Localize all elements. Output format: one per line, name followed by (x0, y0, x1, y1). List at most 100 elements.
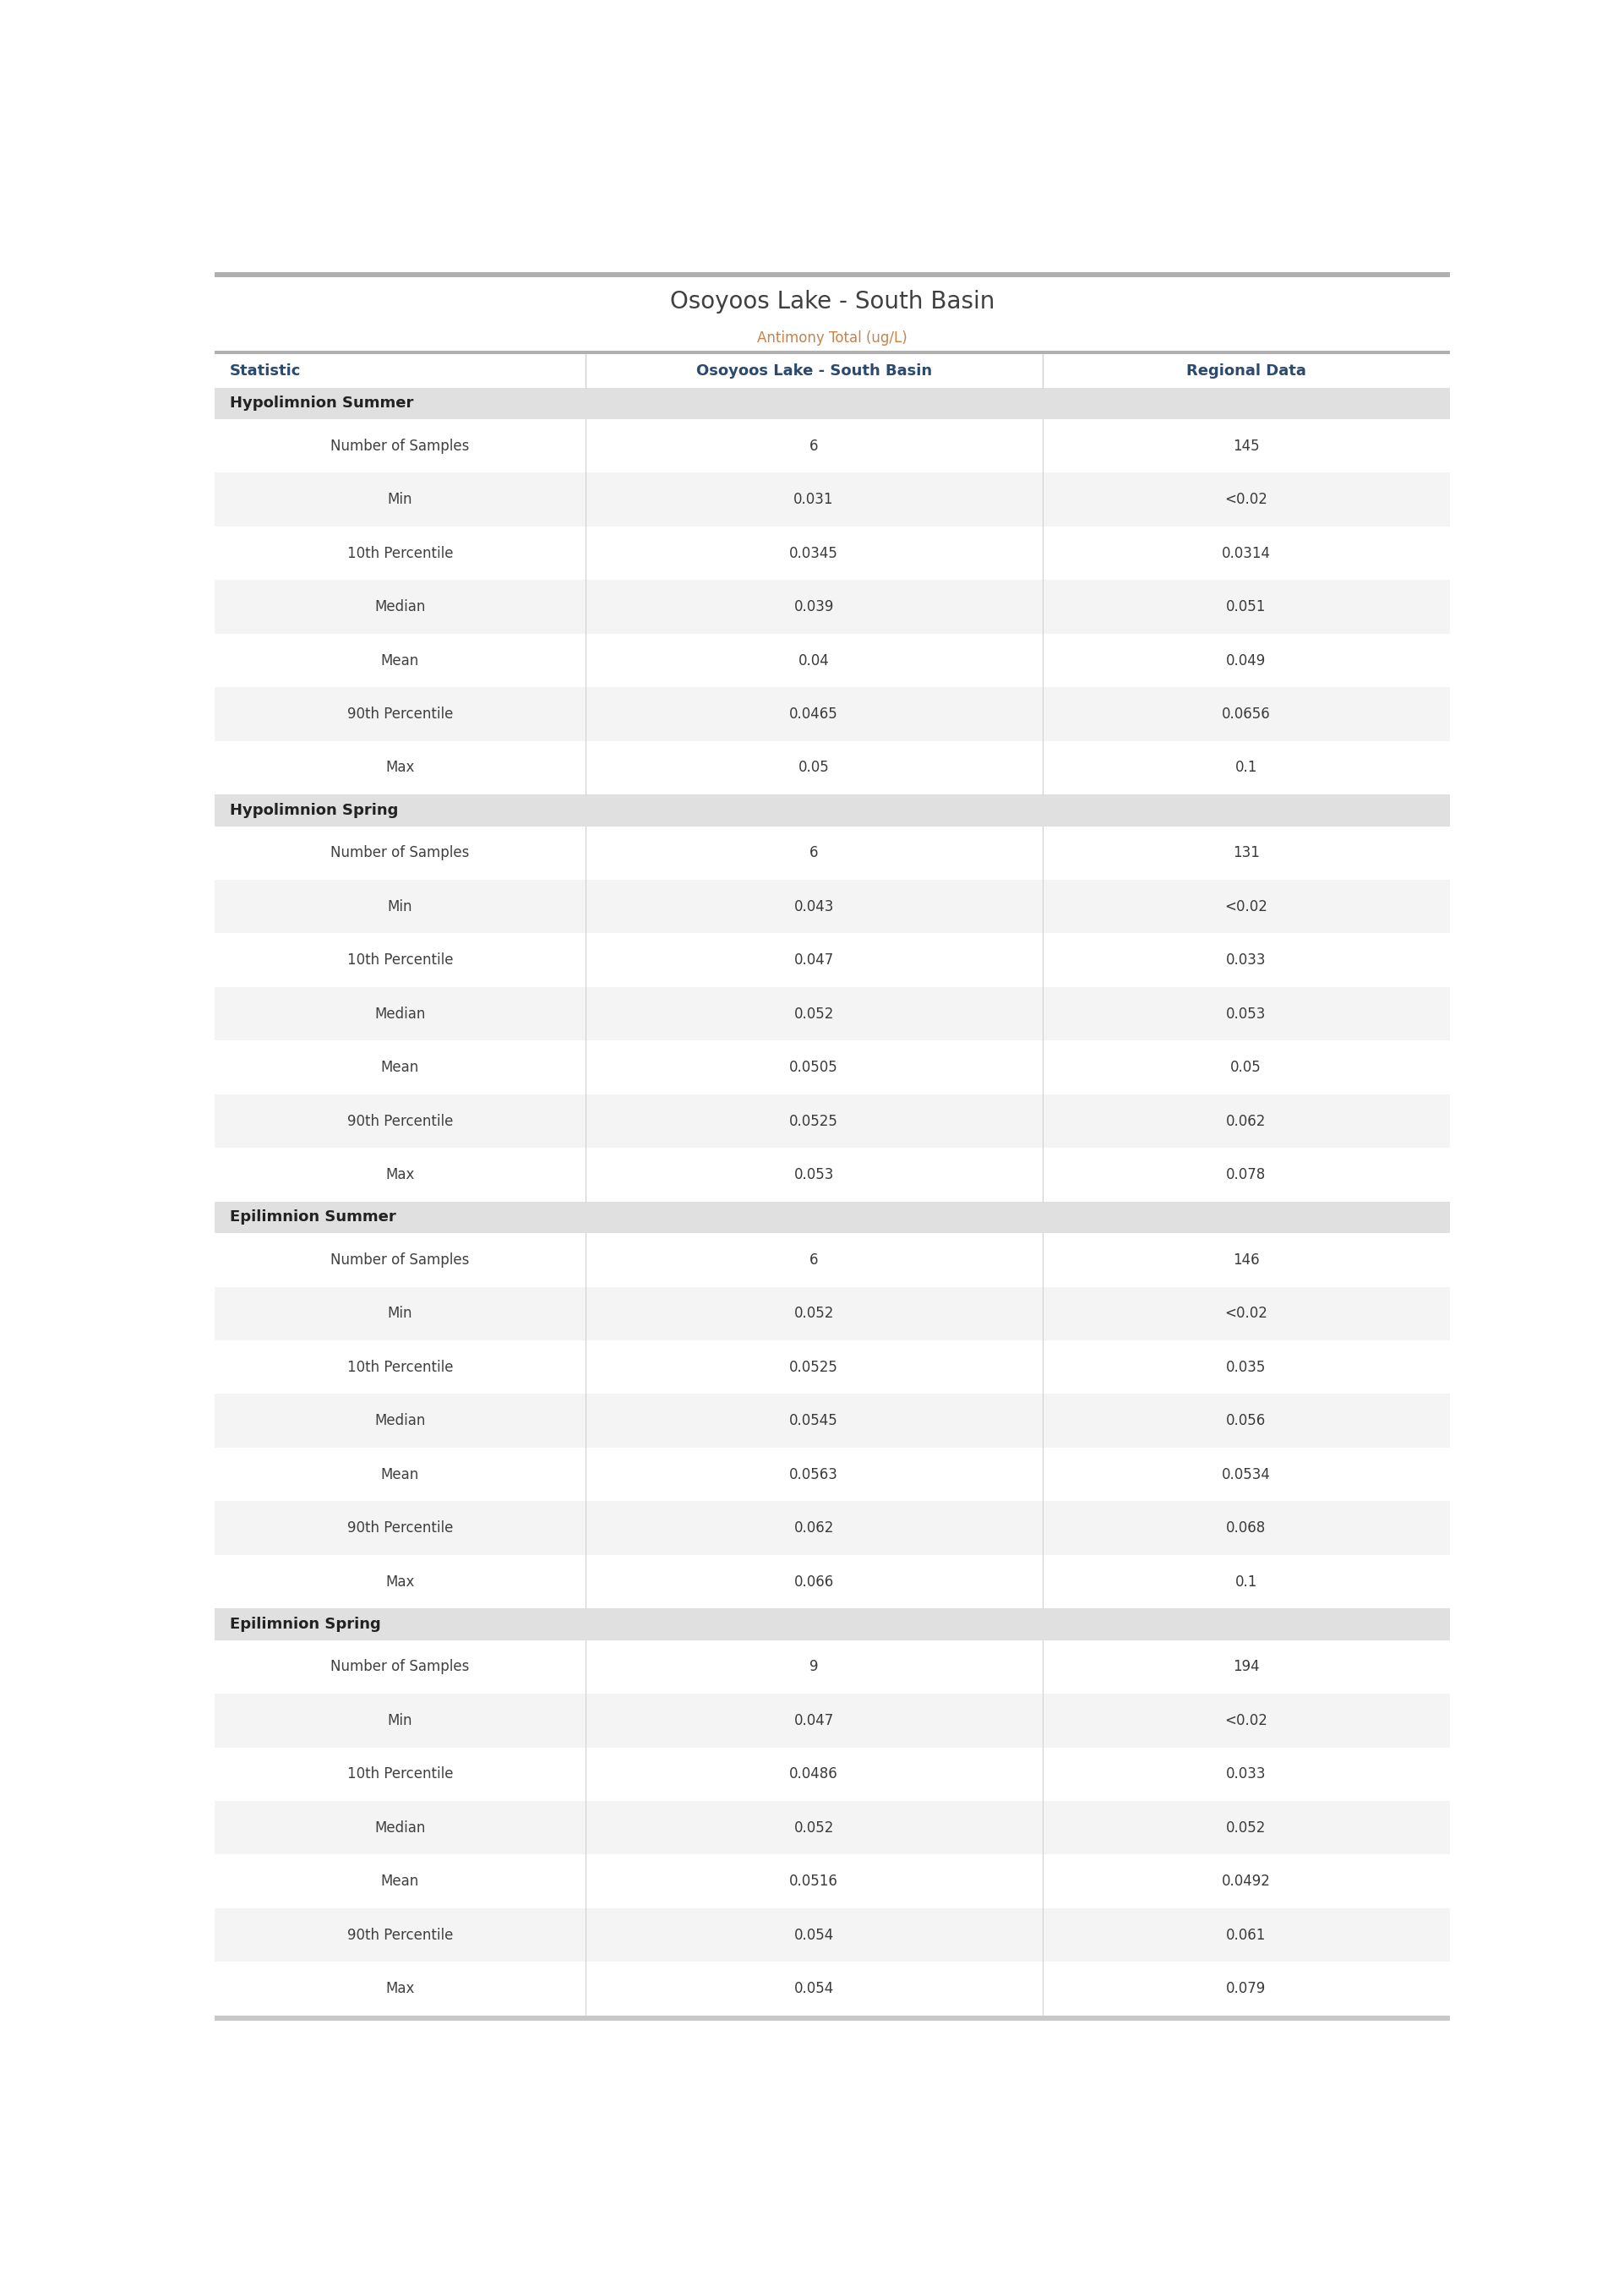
Bar (214, 420, 1450, 472)
Text: Antimony Total (ug/L): Antimony Total (ug/L) (757, 331, 908, 345)
Text: 0.052: 0.052 (794, 1006, 833, 1021)
Bar (214, 1555, 1450, 1609)
Bar (214, 794, 1450, 826)
Text: 0.05: 0.05 (799, 760, 830, 776)
Text: <0.02: <0.02 (1224, 899, 1267, 915)
Text: 0.1: 0.1 (1234, 1573, 1257, 1589)
Text: 90th Percentile: 90th Percentile (348, 1927, 453, 1943)
Text: 0.054: 0.054 (794, 1982, 833, 1995)
Text: Number of Samples: Number of Samples (331, 438, 469, 454)
Text: 0.0465: 0.0465 (789, 706, 838, 722)
Bar (214, 1909, 1450, 1961)
Text: Max: Max (385, 760, 414, 776)
Text: 90th Percentile: 90th Percentile (348, 1115, 453, 1128)
Bar (214, 740, 1450, 794)
Bar (214, 1394, 1450, 1448)
Bar (214, 1609, 1450, 1641)
Text: 0.0656: 0.0656 (1221, 706, 1270, 722)
Bar (214, 933, 1450, 987)
Bar (214, 527, 1450, 581)
Bar (214, 1448, 1450, 1500)
Bar (214, 1748, 1450, 1800)
Text: 0.062: 0.062 (794, 1521, 833, 1535)
Text: Mean: Mean (382, 654, 419, 667)
Text: Median: Median (375, 1821, 425, 1836)
Text: Regional Data: Regional Data (1186, 363, 1306, 379)
Text: Mean: Mean (382, 1466, 419, 1482)
Text: 0.078: 0.078 (1226, 1167, 1267, 1183)
Bar (214, 472, 1450, 527)
Text: 0.0545: 0.0545 (789, 1414, 838, 1428)
Text: Epilimnion Spring: Epilimnion Spring (231, 1616, 382, 1632)
Bar (214, 388, 1450, 420)
Text: 0.0314: 0.0314 (1221, 545, 1270, 561)
Text: 0.0486: 0.0486 (789, 1766, 838, 1782)
Text: Max: Max (385, 1167, 414, 1183)
Text: 10th Percentile: 10th Percentile (348, 545, 453, 561)
Text: Osoyoos Lake - South Basin: Osoyoos Lake - South Basin (695, 363, 932, 379)
Text: 90th Percentile: 90th Percentile (348, 706, 453, 722)
Text: Median: Median (375, 1006, 425, 1021)
Text: 0.056: 0.056 (1226, 1414, 1267, 1428)
Text: 0.033: 0.033 (1226, 953, 1267, 967)
Bar (214, 881, 1450, 933)
Text: 10th Percentile: 10th Percentile (348, 1766, 453, 1782)
Text: 0.068: 0.068 (1226, 1521, 1267, 1535)
Bar (214, 1094, 1450, 1149)
Text: Epilimnion Summer: Epilimnion Summer (231, 1210, 396, 1226)
Text: <0.02: <0.02 (1224, 1714, 1267, 1727)
Text: 0.047: 0.047 (794, 953, 833, 967)
Bar (214, 1800, 1450, 1855)
Text: 0.0516: 0.0516 (789, 1873, 838, 1889)
Text: 0.04: 0.04 (799, 654, 830, 667)
Text: 0.047: 0.047 (794, 1714, 833, 1727)
Text: 0.035: 0.035 (1226, 1360, 1267, 1376)
Text: 0.1: 0.1 (1234, 760, 1257, 776)
Bar (214, 1233, 1450, 1287)
Bar (214, 1149, 1450, 1201)
Bar (214, 826, 1450, 881)
Text: 0.049: 0.049 (1226, 654, 1267, 667)
Bar (214, 581, 1450, 633)
Text: 0.031: 0.031 (794, 493, 833, 506)
Text: Median: Median (375, 599, 425, 615)
Text: 0.053: 0.053 (1226, 1006, 1267, 1021)
Text: 90th Percentile: 90th Percentile (348, 1521, 453, 1535)
Text: 0.052: 0.052 (794, 1305, 833, 1321)
Text: 9: 9 (809, 1659, 818, 1675)
Text: Osoyoos Lake - South Basin: Osoyoos Lake - South Basin (671, 291, 994, 313)
Bar (214, 688, 1450, 740)
Text: 0.033: 0.033 (1226, 1766, 1267, 1782)
Bar (214, 987, 1450, 1040)
Text: 0.0345: 0.0345 (789, 545, 838, 561)
Text: Min: Min (388, 899, 412, 915)
Text: Min: Min (388, 1305, 412, 1321)
Text: <0.02: <0.02 (1224, 1305, 1267, 1321)
Text: 194: 194 (1233, 1659, 1259, 1675)
Text: Hypolimnion Summer: Hypolimnion Summer (231, 395, 414, 411)
Bar (214, 272, 1450, 277)
Text: Max: Max (385, 1573, 414, 1589)
Bar (214, 1201, 1450, 1233)
Bar (214, 350, 1450, 354)
Text: 0.043: 0.043 (794, 899, 833, 915)
Text: Number of Samples: Number of Samples (331, 1659, 469, 1675)
Text: 0.052: 0.052 (794, 1821, 833, 1836)
Bar (214, 1855, 1450, 1909)
Text: <0.02: <0.02 (1224, 493, 1267, 506)
Text: 0.062: 0.062 (1226, 1115, 1267, 1128)
Text: 0.0563: 0.0563 (789, 1466, 838, 1482)
Bar (214, 327, 1450, 350)
Text: 0.051: 0.051 (1226, 599, 1267, 615)
Text: 0.05: 0.05 (1231, 1060, 1262, 1076)
Text: Mean: Mean (382, 1873, 419, 1889)
Text: 10th Percentile: 10th Percentile (348, 953, 453, 967)
Text: 0.0525: 0.0525 (789, 1115, 838, 1128)
Text: 145: 145 (1233, 438, 1259, 454)
Text: 0.0492: 0.0492 (1221, 1873, 1270, 1889)
Text: 10th Percentile: 10th Percentile (348, 1360, 453, 1376)
Text: 0.0534: 0.0534 (1221, 1466, 1270, 1482)
Text: 0.0505: 0.0505 (789, 1060, 838, 1076)
Bar (214, 1040, 1450, 1094)
Bar (214, 633, 1450, 688)
